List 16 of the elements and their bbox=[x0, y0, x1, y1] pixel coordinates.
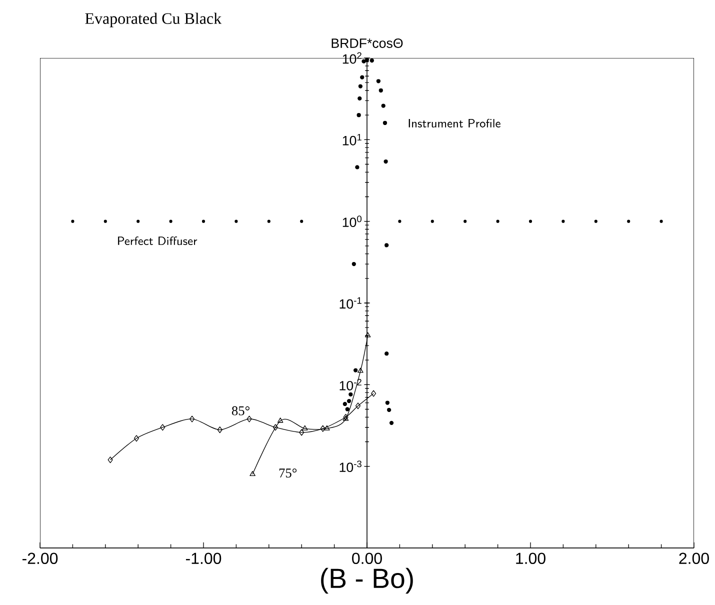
chart-subtitle: BRDF*cosΘ bbox=[332, 38, 403, 48]
y-tick-label: 10$^{1}$ bbox=[342, 134, 362, 146]
x-tick-label: -1.00 bbox=[186, 552, 222, 564]
series-label: 75° bbox=[279, 468, 297, 478]
y-tick-label: 10$^{-3}$ bbox=[340, 460, 362, 472]
x-tick-label: 0.00 bbox=[352, 552, 382, 564]
x-tick-label: 1.00 bbox=[516, 552, 546, 564]
series-label: Perfect Diffuser bbox=[118, 236, 198, 246]
series-label: 85° bbox=[232, 406, 250, 416]
series-label: Instrument Profile bbox=[408, 118, 500, 128]
x-tick-label: 2.00 bbox=[679, 552, 709, 564]
chart-title: Evaporated Cu Black bbox=[85, 12, 222, 28]
y-tick-label: 10$^{0}$ bbox=[342, 216, 362, 228]
x-axis-title: (B - Bo) bbox=[321, 568, 413, 594]
y-tick-label: 10$^{-1}$ bbox=[340, 297, 362, 309]
x-tick-label: -2.00 bbox=[22, 552, 58, 564]
